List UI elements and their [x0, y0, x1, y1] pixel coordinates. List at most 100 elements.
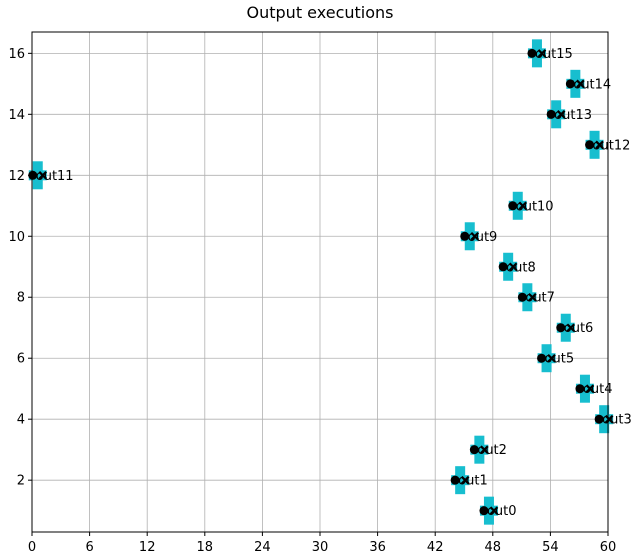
data-point-out8: out8 [498, 252, 536, 281]
x-marker [604, 414, 614, 424]
dot-marker [508, 201, 518, 211]
data-point-out7: out7 [517, 283, 555, 312]
dot-marker [479, 506, 489, 516]
x-tick-label: 0 [28, 540, 36, 555]
x-tick-label: 30 [312, 540, 329, 555]
x-tick-label: 24 [254, 540, 271, 555]
dot-marker [585, 140, 595, 150]
x-marker [547, 353, 556, 363]
point-label: out7 [525, 291, 555, 306]
y-tick-label: 6 [17, 352, 25, 367]
point-label: out8 [506, 260, 536, 275]
plus-marker-bar [508, 200, 527, 211]
x-tick-label: 42 [427, 540, 444, 555]
data-point-out13: out13 [546, 100, 592, 129]
data-point-out1: out1 [450, 466, 488, 495]
plus-marker-bar [28, 170, 47, 181]
x-marker [595, 140, 604, 150]
plus-marker-bar [575, 383, 594, 394]
dot-marker [517, 292, 527, 302]
point-label: out12 [593, 138, 631, 153]
x-marker [38, 171, 48, 180]
data-point-out2: out2 [469, 435, 507, 464]
dot-marker [556, 323, 566, 333]
plus-marker-bar [527, 48, 546, 59]
plus-marker-bar [470, 444, 489, 455]
dot-marker [28, 170, 38, 180]
dot-marker [537, 353, 547, 363]
data-point-out0: out0 [479, 496, 517, 525]
x-axis: 0 6 12 18 24 30 36 42 48 54 60 [28, 532, 616, 555]
y-axis: 2 4 6 8 10 12 14 16 [8, 47, 32, 489]
y-tick-label: 10 [8, 230, 25, 245]
point-label: out2 [477, 443, 507, 458]
x-tick-label: 48 [485, 540, 502, 555]
plus-marker-bar [556, 322, 575, 333]
y-tick-label: 16 [8, 47, 25, 62]
plus-marker-bar [547, 109, 566, 120]
x-marker [537, 49, 547, 58]
plus-marker-bar [585, 139, 604, 150]
point-label: out3 [602, 413, 632, 428]
data-point-out11: out11 [28, 161, 74, 190]
plus-marker-bar [518, 292, 537, 303]
x-marker [489, 506, 499, 515]
x-tick-label: 6 [85, 540, 93, 555]
data-point-out3: out3 [594, 405, 632, 434]
x-tick-label: 18 [197, 540, 214, 555]
plus-marker-bar [460, 231, 479, 242]
x-marker [480, 445, 489, 454]
x-marker [576, 79, 585, 89]
y-tick-label: 8 [17, 291, 25, 306]
grid-lines [31, 32, 609, 532]
x-tick-label: 36 [369, 540, 386, 555]
data-point-out9: out9 [460, 222, 497, 251]
y-tick-label: 2 [17, 474, 25, 489]
point-label: out13 [554, 108, 592, 123]
point-label: out5 [545, 352, 575, 367]
x-marker [518, 201, 528, 211]
point-label: out0 [487, 504, 517, 519]
plus-marker-bar [566, 78, 585, 89]
data-point-out6: out6 [556, 313, 594, 342]
dot-marker [527, 48, 537, 58]
plus-marker-bar [479, 505, 498, 516]
dot-marker [498, 262, 508, 272]
point-label: out15 [535, 47, 573, 62]
x-tick-label: 54 [542, 540, 559, 555]
data-points: out0 out1 out2 out3 out4 out5 out6 out7 out8 out9… [28, 39, 632, 525]
x-marker [528, 292, 537, 302]
data-point-out10: out10 [508, 191, 554, 220]
dot-marker [450, 475, 460, 485]
dot-marker [575, 384, 585, 394]
point-label: out1 [458, 474, 488, 489]
data-point-out14: out14 [565, 69, 611, 98]
point-label: out6 [564, 321, 594, 336]
plus-marker-bar [451, 475, 470, 486]
dot-marker [594, 414, 604, 424]
y-tick-label: 12 [8, 169, 25, 184]
dot-marker [460, 231, 470, 241]
x-marker [556, 110, 566, 119]
y-tick-label: 4 [17, 413, 25, 428]
plus-marker-bar [595, 414, 614, 425]
data-point-out15: out15 [527, 39, 573, 68]
point-label: out14 [573, 77, 611, 92]
x-marker [508, 262, 518, 272]
plus-marker-bar [499, 261, 518, 272]
x-marker [566, 323, 576, 333]
dot-marker [546, 109, 556, 119]
x-marker [470, 231, 480, 241]
point-label: out11 [36, 169, 74, 184]
dot-marker [469, 445, 479, 455]
chart-title: Output executions [247, 3, 394, 22]
x-marker [585, 384, 595, 393]
data-point-out4: out4 [575, 374, 613, 403]
plus-marker-bar [537, 353, 556, 364]
data-point-out12: out12 [585, 130, 631, 159]
dot-marker [565, 79, 575, 89]
x-tick-label: 60 [600, 540, 617, 555]
point-label: out4 [583, 382, 613, 397]
x-tick-label: 12 [139, 540, 156, 555]
